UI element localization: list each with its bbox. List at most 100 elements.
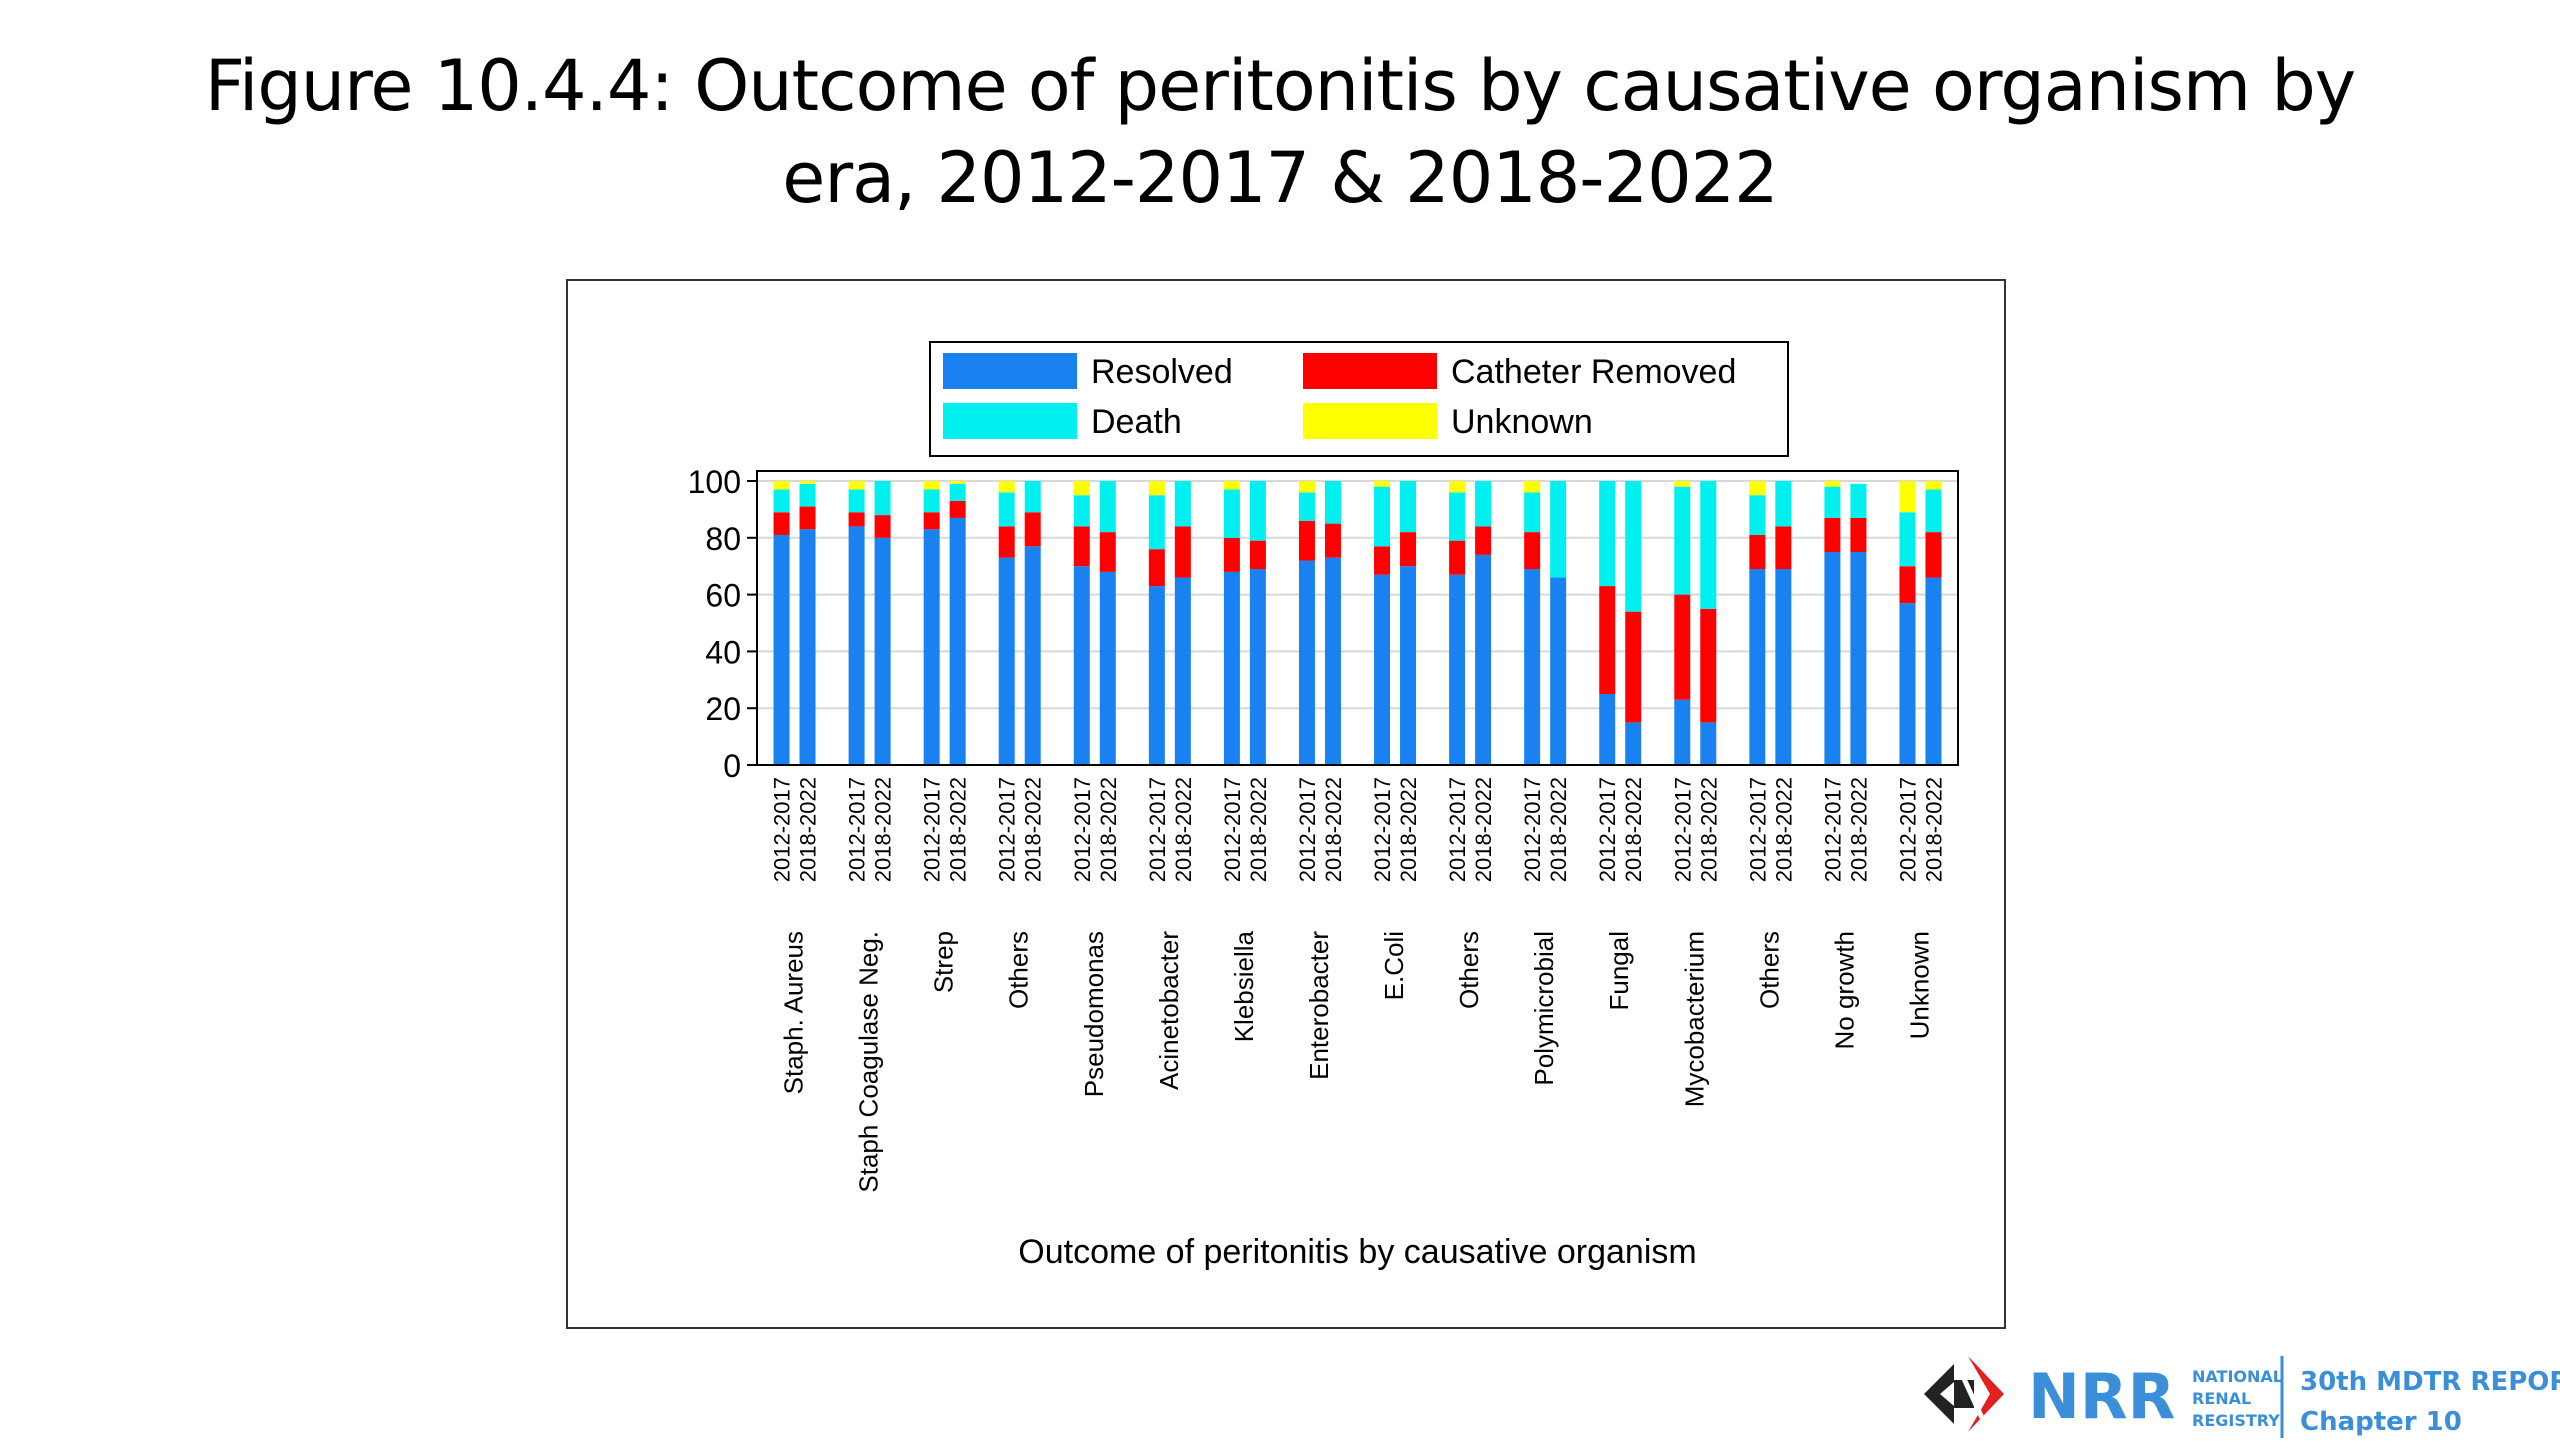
bar-segment [848,512,865,527]
bar-segment [1899,566,1916,604]
bar-segment [874,481,891,516]
bar-segment [1449,492,1466,541]
bar-segment [799,506,816,530]
bar-segment [1449,574,1466,765]
bar-segment [1449,481,1466,493]
bar-segment [923,512,940,530]
legend-label: Resolved [1091,353,1233,391]
bar-segment [1400,532,1417,567]
bar-segment [799,529,816,765]
bar-segment [1925,489,1942,533]
chart-legend: Resolved Catheter Removed Death Unknown [929,341,1789,457]
era-tick-label: 2018-2022 [1096,777,1121,882]
era-tick-label: 2012-2017 [1295,777,1320,882]
group-tick-label: Klebsiella [1229,930,1259,1042]
bar-segment [1374,481,1391,487]
bar-segment [998,557,1015,765]
bar-segment [1550,577,1567,765]
era-tick-label: 2018-2022 [871,777,896,882]
page-title-line-2: era, 2012-2017 & 2018-2022 [782,137,1778,219]
y-tick-label: 60 [705,578,741,614]
bar-segment [1298,560,1315,765]
bar-segment [1174,577,1191,765]
era-tick-label: 2018-2022 [1171,777,1196,882]
bar-segment [1925,532,1942,578]
bar-segment [998,526,1015,558]
group-tick-label: Staph Coagulase Neg. [854,931,884,1193]
bar-segment [1298,492,1315,521]
bar-segment [1850,517,1867,552]
bar-segment [1249,540,1266,570]
legend-swatch [943,353,1077,389]
bar-segment [773,489,790,513]
era-tick-label: 2018-2022 [1396,777,1421,882]
bar-segment [1073,526,1090,567]
era-tick-label: 2012-2017 [995,777,1020,882]
bar-segment [1899,481,1916,513]
bar-segment [1899,512,1916,567]
bar-segment [1674,699,1691,765]
bar-segment [1073,481,1090,496]
chart-canvas: Resolved Catheter Removed Death Unknown 0 20 4… [688,341,1959,1271]
plot-border [756,470,1959,766]
era-tick-label: 2018-2022 [1921,777,1946,882]
bar-segment [1749,534,1766,570]
bar-segment [1824,486,1841,518]
bar-segment [1374,546,1391,575]
org-line-2: RENAL [2192,1389,2251,1408]
org-line-3: REGISTRY [2192,1411,2280,1430]
footer-svg: NRR NATIONAL RENAL REGISTRY 30th MDTR RE… [1924,1356,2560,1438]
bar-segment [998,492,1015,527]
bar-segment [848,481,865,490]
x-axis-label: Outcome of peritonitis by causative orga… [1018,1233,1696,1271]
group-tick-label: Unknown [1904,931,1934,1039]
bar-segment [1174,526,1191,578]
bar-segment [1700,722,1717,765]
bar-segment [949,500,966,518]
bar-segment [1148,549,1165,587]
bar-segment [1749,495,1766,535]
bar-segment [1148,586,1165,765]
bar-segment [1073,495,1090,527]
group-tick-label: Pseudomonas [1079,931,1109,1097]
bar-segment [1024,481,1041,513]
bar-segment [1850,552,1867,765]
era-tick-label: 2012-2017 [770,777,795,882]
page-title: Figure 10.4.4: Outcome of peritonitis by… [0,40,2560,224]
bar-segment [773,534,790,765]
chart-frame: Resolved Catheter Removed Death Unknown 0 20 4… [566,279,2006,1329]
bar-segment [1775,481,1792,527]
bar-segment [1324,557,1341,765]
bar-segment [1749,481,1766,496]
bar-segment [1298,481,1315,493]
group-tick-label: Polymicrobial [1529,931,1559,1086]
bar-segment [998,481,1015,493]
y-tick-label: 0 [723,748,741,784]
bar-segment [1148,481,1165,496]
bar-segment [1899,603,1916,765]
bar-segment [1324,523,1341,558]
bar-segment [1524,532,1541,570]
bar-segment [1249,481,1266,541]
report-title: 30th MDTR REPORT 2022 [2300,1367,2560,1397]
bar-segment [949,481,966,484]
bar-segment [1249,569,1266,765]
group-tick-label: Others [1454,931,1484,1009]
legend-label: Catheter Removed [1451,353,1736,391]
bar-segment [1524,492,1541,533]
bar-segment [1925,481,1942,490]
bar-segment [1174,481,1191,527]
group-tick-label: Others [1754,931,1784,1009]
bar-segment [799,481,816,484]
bar-segment [848,489,865,513]
y-tick-label: 40 [705,634,741,670]
bar-segment [1775,526,1792,570]
bar-segment [923,529,940,765]
bar-segment [1099,532,1116,572]
era-tick-label: 2012-2017 [1445,777,1470,882]
bar-segment [1599,694,1616,765]
bar-segment [1524,481,1541,493]
bar-segment [1674,486,1691,595]
era-tick-label: 2012-2017 [1220,777,1245,882]
bar-segment [1824,552,1841,765]
